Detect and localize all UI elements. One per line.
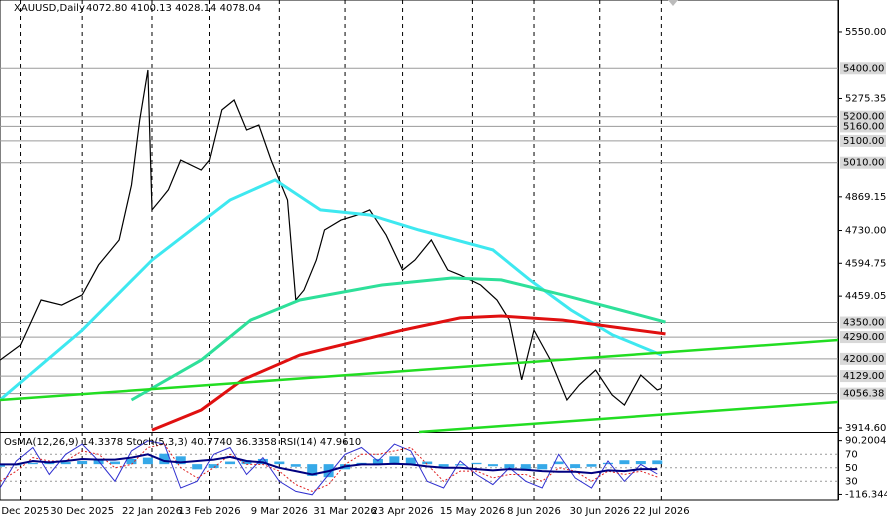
level-label: 5160.00 bbox=[843, 121, 884, 132]
osma-bar bbox=[405, 457, 416, 465]
osma-bar bbox=[192, 464, 203, 470]
osma-bar bbox=[27, 462, 38, 465]
x-tick-label: 22 Jan 2026 bbox=[122, 506, 182, 517]
series-line bbox=[130, 276, 666, 402]
series-line bbox=[0, 338, 839, 402]
y-tick-label: 3914.60 bbox=[845, 423, 886, 434]
osma-bar bbox=[126, 458, 137, 465]
indicator-title: OsMA(12,26,9) 14.3378 Stoch(5,3,3) 40.77… bbox=[4, 437, 361, 448]
x-tick-label: 22 Jul 2026 bbox=[633, 506, 690, 517]
osma-bar bbox=[77, 461, 88, 465]
osma-bar bbox=[455, 464, 466, 466]
series-line bbox=[418, 400, 839, 434]
series-line bbox=[0, 178, 662, 402]
y-tick-label: 50 bbox=[845, 463, 858, 474]
osma-bar bbox=[175, 456, 186, 465]
level-label-box bbox=[840, 352, 886, 365]
osma-bar bbox=[290, 464, 301, 467]
osma-bar bbox=[537, 464, 548, 470]
osma-bar bbox=[438, 464, 449, 467]
level-label-box bbox=[840, 62, 886, 75]
osma-bar bbox=[553, 461, 564, 465]
level-label-box bbox=[840, 120, 886, 133]
y-tick-label: 4869.15 bbox=[845, 192, 886, 203]
level-label-box bbox=[840, 110, 886, 123]
plot-frame bbox=[0, 0, 839, 501]
osma-bar bbox=[208, 464, 219, 469]
osma-bar bbox=[570, 464, 581, 469]
level-label-box bbox=[840, 316, 886, 329]
shift-marker bbox=[668, 0, 678, 6]
y2-tick-label: -116.3446 bbox=[845, 489, 887, 500]
y-tick-label: 5275.35 bbox=[845, 93, 886, 104]
level-label-box bbox=[840, 331, 886, 344]
level-label: 5100.00 bbox=[843, 136, 884, 147]
osma-bar bbox=[422, 461, 433, 465]
level-label: 5200.00 bbox=[843, 112, 884, 123]
x-tick-label: 30 Jun 2026 bbox=[570, 506, 630, 517]
ohlc-label: 4072.80 4100.13 4028.14 4078.04 bbox=[86, 3, 261, 14]
osma-bar bbox=[159, 453, 170, 465]
osma-bar bbox=[520, 464, 531, 471]
level-label-box bbox=[840, 156, 886, 169]
y-tick-label: 4730.00 bbox=[845, 226, 886, 237]
series-line bbox=[151, 314, 666, 432]
level-label-box bbox=[840, 370, 886, 383]
symbol-label: XAUUSD,Daily bbox=[14, 3, 85, 14]
osma-bar bbox=[652, 460, 663, 465]
x-tick-label: 13 Feb 2026 bbox=[178, 506, 240, 517]
level-label-box bbox=[840, 134, 886, 147]
osma-bar bbox=[0, 464, 5, 467]
level-label: 4129.00 bbox=[843, 371, 884, 382]
level-label: 5010.00 bbox=[843, 158, 884, 169]
x-tick-label: 8 Jun 2026 bbox=[507, 506, 561, 517]
x-tick-label: 6 Dec 2025 bbox=[0, 506, 49, 517]
osma-bar bbox=[225, 461, 236, 465]
level-label: 4056.38 bbox=[843, 389, 884, 400]
x-tick-label: 15 May 2026 bbox=[440, 506, 505, 517]
series-line bbox=[0, 443, 658, 492]
x-tick-label: 31 Mar 2026 bbox=[313, 506, 376, 517]
osma-bar bbox=[241, 460, 252, 465]
series-line bbox=[0, 453, 658, 476]
y-tick-label: 4594.75 bbox=[845, 258, 886, 269]
osma-bar bbox=[487, 464, 498, 467]
osma-bar bbox=[586, 464, 597, 467]
osma-bar bbox=[60, 462, 71, 465]
osma-bar bbox=[389, 456, 400, 465]
y-tick-label: 30 bbox=[845, 476, 858, 487]
x-tick-label: 23 Apr 2026 bbox=[372, 506, 434, 517]
osma-bar bbox=[142, 457, 153, 465]
osma-bar bbox=[274, 461, 285, 465]
osma-bar bbox=[602, 462, 613, 465]
osma-bar bbox=[619, 460, 630, 465]
y-tick-label: 5550.00 bbox=[845, 27, 886, 38]
y-tick-label: 70 bbox=[845, 449, 858, 460]
level-label: 5400.00 bbox=[843, 63, 884, 74]
x-tick-label: 30 Dec 2025 bbox=[50, 506, 114, 517]
y2-tick-label: 90.2004 bbox=[845, 436, 886, 447]
x-tick-label: 9 Mar 2026 bbox=[251, 506, 308, 517]
osma-bar bbox=[635, 461, 646, 465]
y-tick-label: 4459.05 bbox=[845, 291, 886, 302]
osma-bar bbox=[93, 460, 104, 465]
level-label: 4290.00 bbox=[843, 332, 884, 343]
osma-bar bbox=[504, 464, 515, 469]
osma-bar bbox=[471, 462, 482, 465]
level-label: 4350.00 bbox=[843, 318, 884, 329]
osma-bar bbox=[307, 464, 318, 476]
level-label: 4200.00 bbox=[843, 354, 884, 365]
osma-bar bbox=[110, 461, 121, 465]
level-label-box bbox=[840, 387, 886, 400]
